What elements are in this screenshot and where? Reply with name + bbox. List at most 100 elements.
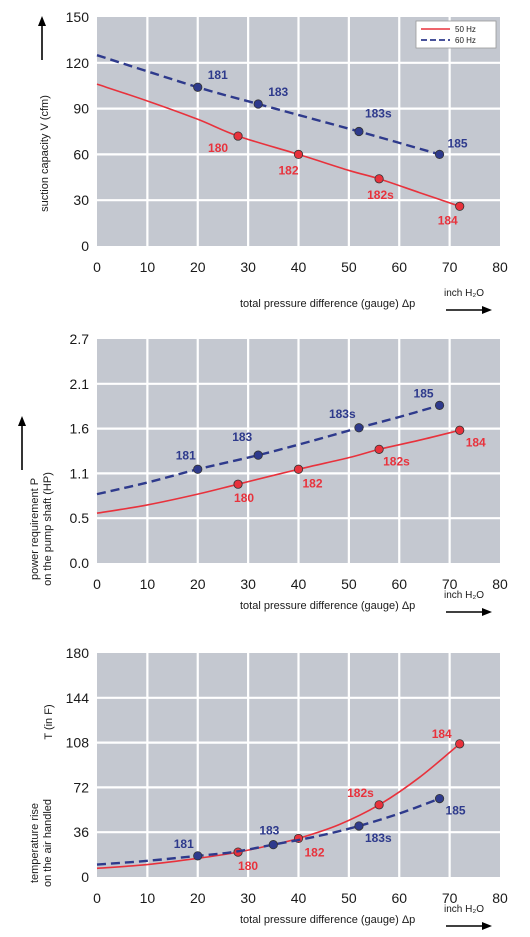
y-tick-label: 0.5 bbox=[70, 510, 90, 526]
x-tick-label: 50 bbox=[341, 259, 357, 275]
x-tick-label: 40 bbox=[291, 890, 307, 906]
x-tick-label: 40 bbox=[291, 259, 307, 275]
x-tick-label: 80 bbox=[492, 890, 508, 906]
chart-panel-2: 0 10 20 30 40 50 60 70 80 0.0 0.5 1.1 1.6 2.1 2.7 total… bbox=[18, 331, 508, 616]
x-tick-label: 20 bbox=[190, 890, 206, 906]
legend-box bbox=[415, 20, 497, 49]
data-point-label: 183s bbox=[365, 831, 392, 845]
data-point-label: 182s bbox=[367, 188, 394, 202]
y-tick-label: 0.0 bbox=[70, 555, 90, 571]
data-point bbox=[455, 739, 465, 749]
data-point-label: 183 bbox=[268, 85, 288, 99]
data-point-label: 181 bbox=[176, 448, 196, 462]
y-tick-label: 72 bbox=[73, 779, 89, 795]
y-axis-label-line: power requirement P bbox=[29, 478, 41, 580]
x-axis-unit-label: inch H₂O bbox=[444, 288, 484, 299]
data-point-label: 183s bbox=[365, 107, 392, 121]
x-tick-label: 30 bbox=[240, 890, 256, 906]
y-axis-arrowhead bbox=[38, 16, 46, 26]
y-tick-label: 0 bbox=[81, 238, 89, 254]
data-point bbox=[233, 131, 243, 141]
x-tick-label: 70 bbox=[442, 890, 458, 906]
x-tick-label: 0 bbox=[93, 259, 101, 275]
x-axis-arrowhead bbox=[482, 922, 492, 930]
x-axis-arrowhead bbox=[482, 608, 492, 616]
y-tick-label: 1.1 bbox=[70, 465, 90, 481]
data-point bbox=[193, 464, 203, 474]
y-axis-label-line: on the pump shaft (HP) bbox=[42, 472, 54, 586]
data-point-label: 183s bbox=[329, 407, 356, 421]
y-tick-label: 90 bbox=[73, 101, 89, 117]
x-tick-label: 60 bbox=[391, 576, 407, 592]
data-point-label: 185 bbox=[446, 804, 466, 818]
x-tick-label: 40 bbox=[291, 576, 307, 592]
legend: 50 Hz 60 Hz bbox=[415, 20, 497, 49]
x-tick-label: 80 bbox=[492, 259, 508, 275]
x-axis-label: total pressure difference (gauge) Δp bbox=[240, 298, 415, 310]
x-axis-label: total pressure difference (gauge) Δp bbox=[240, 600, 415, 612]
x-tick-label: 50 bbox=[341, 576, 357, 592]
x-tick-label: 20 bbox=[190, 259, 206, 275]
data-point bbox=[354, 423, 364, 433]
x-tick-label: 10 bbox=[140, 890, 156, 906]
data-point bbox=[455, 201, 465, 211]
data-point-label: 182s bbox=[383, 454, 410, 468]
data-point-label: 181 bbox=[208, 68, 228, 82]
x-tick-label: 80 bbox=[492, 576, 508, 592]
data-point-label: 181 bbox=[174, 837, 194, 851]
x-tick-label: 0 bbox=[93, 576, 101, 592]
data-point bbox=[374, 174, 384, 184]
y-axis-label-line: on the air handled bbox=[42, 799, 54, 887]
data-point bbox=[193, 82, 203, 92]
y-tick-label: 2.1 bbox=[70, 376, 90, 392]
chart-panel-1: 0 10 20 30 40 50 60 70 80 0 30 60 90 120 150 total pres… bbox=[38, 9, 508, 314]
series-line-60hz bbox=[96, 797, 440, 866]
x-axis-label: total pressure difference (gauge) Δp bbox=[240, 914, 415, 926]
legend-label-60hz: 60 Hz bbox=[455, 36, 476, 45]
data-point bbox=[268, 840, 278, 850]
data-point bbox=[293, 149, 304, 159]
y-tick-label: 150 bbox=[66, 9, 90, 25]
y-axis-arrowhead bbox=[18, 416, 26, 426]
data-point bbox=[354, 821, 364, 831]
y-tick-label: 36 bbox=[73, 824, 89, 840]
x-tick-label: 60 bbox=[391, 890, 407, 906]
y-tick-label: 1.6 bbox=[70, 421, 90, 437]
data-point bbox=[374, 444, 384, 454]
x-axis-arrowhead bbox=[482, 306, 492, 314]
y-tick-label: 0 bbox=[81, 869, 89, 885]
data-point bbox=[293, 464, 304, 474]
data-point bbox=[354, 126, 364, 137]
data-point-label: 185 bbox=[414, 386, 434, 400]
data-point-label: 184 bbox=[438, 213, 458, 227]
x-tick-label: 20 bbox=[190, 576, 206, 592]
data-point-label: 183 bbox=[232, 430, 252, 444]
y-axis-label: power requirement Pon the pump shaft (HP… bbox=[29, 472, 54, 586]
data-point bbox=[253, 450, 263, 460]
y-tick-label: 120 bbox=[66, 55, 90, 71]
data-point bbox=[434, 793, 445, 804]
data-point bbox=[374, 800, 384, 810]
chart-panel-3: 0 10 20 30 40 50 60 70 80 0 36 72 108 144 180 total pre… bbox=[29, 645, 508, 930]
y-tick-label: 144 bbox=[66, 690, 90, 706]
data-point-label: 182 bbox=[303, 476, 323, 490]
data-point-label: 180 bbox=[234, 491, 254, 505]
x-tick-label: 60 bbox=[391, 259, 407, 275]
y-axis-unit-label: T (in F) bbox=[43, 704, 55, 739]
x-tick-label: 50 bbox=[341, 890, 357, 906]
data-point-label: 185 bbox=[448, 136, 468, 150]
series-line-60hz bbox=[96, 404, 440, 496]
y-tick-label: 180 bbox=[66, 645, 90, 661]
x-axis-unit-label: inch H₂O bbox=[444, 904, 484, 915]
x-tick-label: 10 bbox=[140, 576, 156, 592]
data-point-label: 182s bbox=[347, 786, 374, 800]
data-point bbox=[193, 851, 203, 861]
data-point-label: 184 bbox=[466, 435, 486, 449]
data-point bbox=[253, 99, 263, 109]
data-point bbox=[233, 479, 243, 489]
data-point-label: 184 bbox=[432, 727, 452, 741]
x-tick-label: 10 bbox=[140, 259, 156, 275]
y-axis-label-line: temperature rise bbox=[29, 803, 41, 883]
x-tick-label: 30 bbox=[240, 576, 256, 592]
